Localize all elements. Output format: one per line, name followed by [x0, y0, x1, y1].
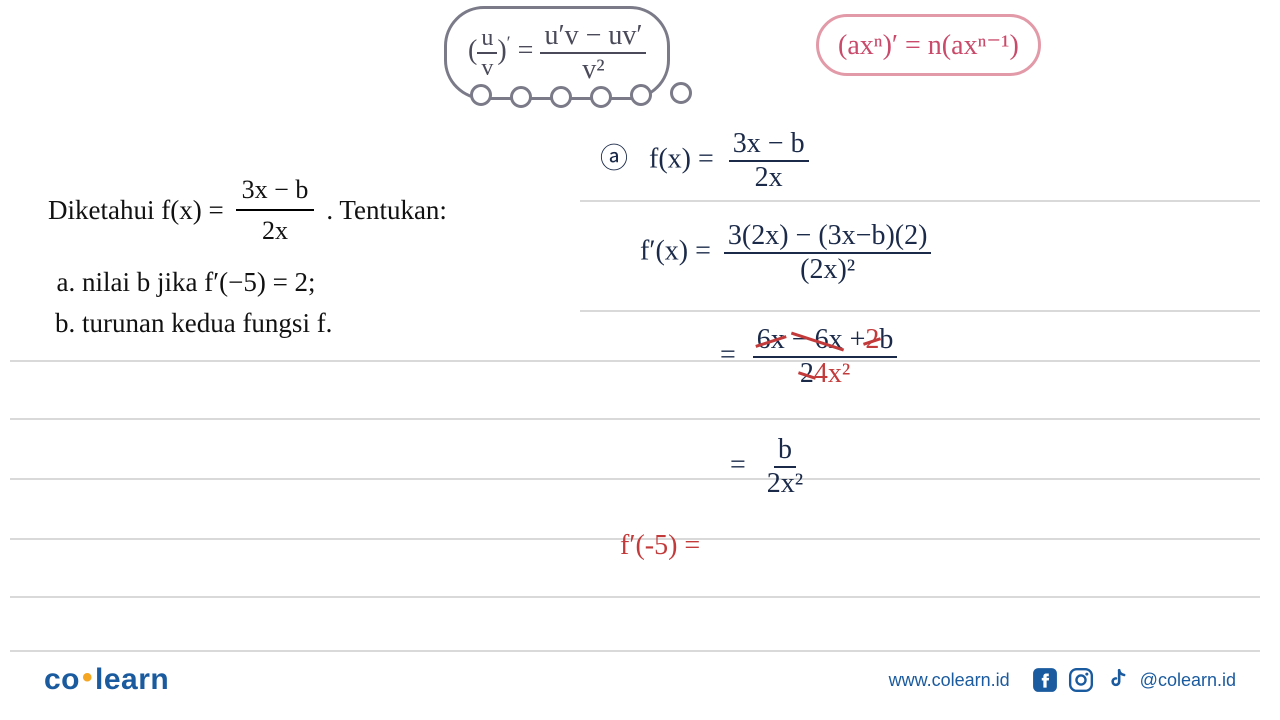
solution-line-4: = b 2x² — [730, 436, 803, 498]
solution-line-3: = 6x − 6x +2b 24x² — [720, 326, 897, 388]
footer-handle: @colearn.id — [1140, 670, 1236, 691]
problem-frac-num: 3x − b — [236, 170, 315, 211]
solution-line-1: ⓐ f(x) = 3x − b 2x — [600, 130, 809, 192]
sol2-den: (2x)² — [800, 254, 855, 284]
fprime-label: f′(x) = — [640, 235, 711, 266]
problem-suffix: . Tentukan: — [326, 190, 447, 231]
page: (uv)′ = u′v − uv′v² (axⁿ)′ = n(axⁿ⁻¹) Di… — [0, 0, 1280, 720]
problem-frac-den: 2x — [262, 211, 288, 250]
social-links: @colearn.id — [1032, 667, 1236, 693]
solution-line-5: f′(-5) = — [620, 530, 700, 562]
instagram-icon — [1068, 667, 1094, 693]
quotient-denominator: v² — [582, 54, 604, 84]
rule-line — [580, 200, 1260, 202]
footer-url: www.colearn.id — [889, 670, 1010, 691]
formula-power-rule: (axⁿ)′ = n(axⁿ⁻¹) — [820, 18, 1037, 72]
sol3-num: 6x − 6x +2b — [753, 326, 898, 358]
rule-line — [10, 650, 1260, 652]
part-a-label: ⓐ — [600, 143, 628, 174]
tiktok-icon — [1104, 667, 1130, 693]
rule-line — [580, 310, 1260, 312]
sol4-den: 2x² — [767, 468, 803, 498]
rule-line — [10, 596, 1260, 598]
brand-part-b: learn — [95, 663, 169, 696]
problem-item-b: turunan kedua fungsi f. — [82, 303, 558, 344]
den-4x2: 4x² — [814, 358, 850, 389]
footer: co•learn www.colearn.id @colearn.id — [0, 658, 1280, 702]
sol1-den: 2x — [755, 162, 783, 192]
solution-line-2: f′(x) = 3(2x) − (3x−b)(2) (2x)² — [640, 222, 931, 284]
quotient-numerator: u′v − uv′ — [540, 22, 646, 54]
term-6x-a: 6x — [757, 326, 785, 354]
brand-dot-icon: • — [82, 661, 93, 694]
rule-line — [10, 478, 1260, 480]
problem-prefix: Diketahui f(x) = — [48, 190, 224, 231]
brand-part-a: co — [44, 663, 80, 696]
eq-sign: = — [720, 339, 736, 370]
sol1-num: 3x − b — [729, 130, 809, 162]
sol2-num: 3(2x) − (3x−b)(2) — [724, 222, 932, 254]
footer-right: www.colearn.id @colearn.id — [889, 667, 1236, 693]
brand-logo: co•learn — [44, 663, 169, 697]
rule-line — [10, 360, 1260, 362]
sol4-num: b — [774, 436, 796, 468]
rule-line — [10, 418, 1260, 420]
sol3-den: 24x² — [800, 358, 850, 388]
formula-quotient-rule: (uv)′ = u′v − uv′v² — [450, 12, 664, 94]
power-rule-text: (axⁿ)′ = n(axⁿ⁻¹) — [838, 30, 1019, 61]
eq-sign-2: = — [730, 449, 746, 480]
term-2b: +2b — [850, 324, 894, 355]
problem-item-a: nilai b jika f′(−5) = 2; — [82, 262, 558, 303]
den-2-crossed: 2 — [800, 360, 814, 388]
problem-statement: Diketahui f(x) = 3x − b 2x . Tentukan: n… — [48, 170, 558, 343]
facebook-icon — [1032, 667, 1058, 693]
term-6x-b: − 6x — [792, 326, 843, 354]
fx-label: f(x) = — [649, 143, 714, 174]
